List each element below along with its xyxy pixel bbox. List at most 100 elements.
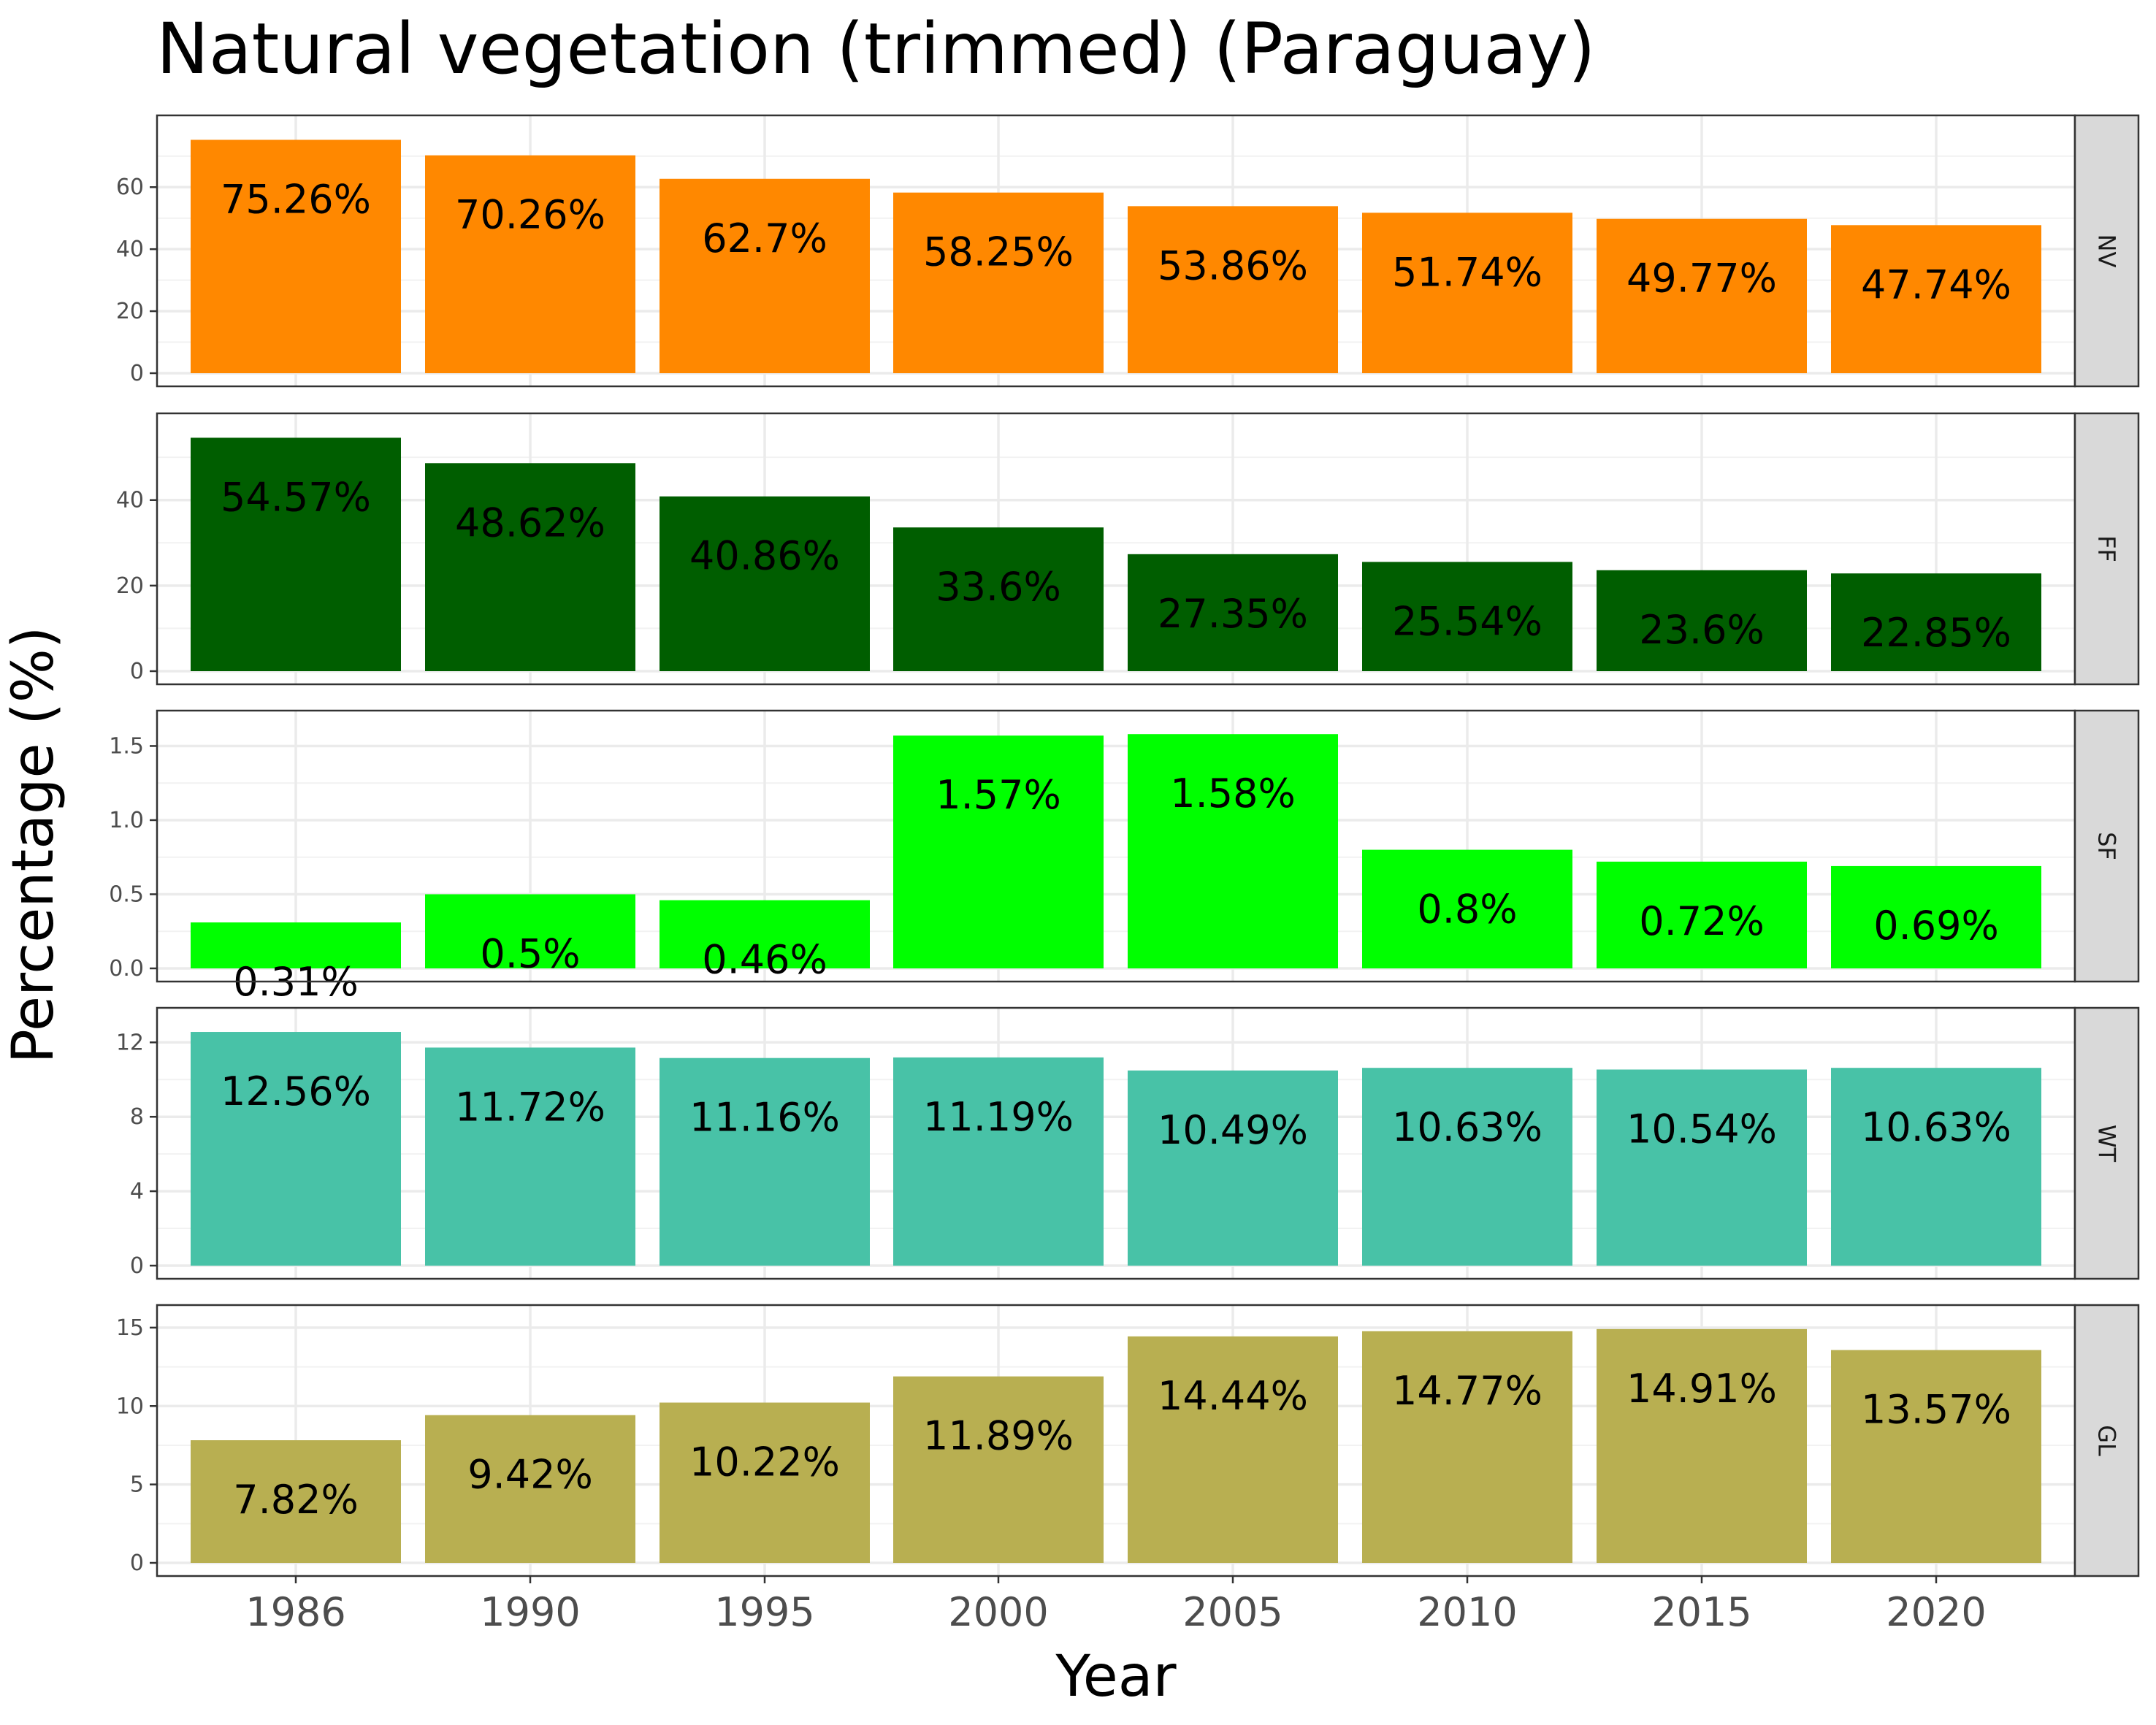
x-tick-label: 2005 bbox=[1182, 1589, 1282, 1635]
data-label: 10.54% bbox=[1626, 1106, 1777, 1152]
data-label: 14.77% bbox=[1392, 1368, 1543, 1414]
bar-nv-2015 bbox=[1597, 218, 1807, 373]
y-tick-label: 10 bbox=[116, 1393, 144, 1419]
bar-nv-2020 bbox=[1831, 225, 2041, 373]
data-label: 25.54% bbox=[1392, 598, 1543, 644]
x-tick-label: 1995 bbox=[714, 1589, 814, 1635]
facet-strip bbox=[2073, 1304, 2140, 1577]
data-label: 1.57% bbox=[936, 772, 1061, 818]
bar-nv-2010 bbox=[1362, 213, 1572, 373]
y-tick-label: 0 bbox=[130, 361, 144, 386]
data-label: 40.86% bbox=[689, 533, 840, 579]
data-label: 0.72% bbox=[1639, 898, 1765, 944]
bar-nv-2000 bbox=[893, 192, 1104, 373]
bar-wt-2015 bbox=[1597, 1069, 1807, 1266]
bar-wt-1995 bbox=[660, 1057, 870, 1266]
facet-strip bbox=[2073, 412, 2140, 686]
facet-strip bbox=[2073, 1006, 2140, 1280]
data-label: 47.74% bbox=[1861, 261, 2011, 307]
bar-sf-1986 bbox=[191, 922, 401, 968]
bar-nv-1995 bbox=[660, 178, 870, 373]
y-tick-label: 5 bbox=[130, 1472, 144, 1498]
x-axis-title: Year bbox=[1055, 1644, 1177, 1710]
bar-ff-1986 bbox=[191, 437, 401, 671]
data-label: 10.49% bbox=[1158, 1107, 1308, 1153]
data-label: 13.57% bbox=[1861, 1387, 2011, 1433]
facet-strip-label: NV bbox=[2093, 234, 2121, 268]
data-label: 11.19% bbox=[923, 1094, 1074, 1140]
y-tick-label: 60 bbox=[116, 175, 144, 200]
bar-wt-2010 bbox=[1362, 1068, 1572, 1266]
data-label: 58.25% bbox=[923, 229, 1074, 275]
y-tick-label: 0 bbox=[130, 1550, 144, 1576]
data-label: 14.91% bbox=[1626, 1366, 1777, 1412]
data-label: 23.6% bbox=[1639, 607, 1765, 653]
y-tick-label: 4 bbox=[130, 1179, 144, 1204]
bar-ff-2010 bbox=[1362, 562, 1572, 671]
bar-wt-2000 bbox=[893, 1057, 1104, 1266]
bar-gl-2020 bbox=[1831, 1350, 2041, 1563]
x-tick-label: 2015 bbox=[1651, 1589, 1751, 1635]
data-label: 7.82% bbox=[233, 1477, 359, 1523]
y-tick-label: 8 bbox=[130, 1104, 144, 1130]
bar-nv-2005 bbox=[1128, 206, 1338, 373]
bar-sf-2015 bbox=[1597, 861, 1807, 968]
y-tick-label: 1.5 bbox=[109, 733, 144, 759]
facet-strip-label: SF bbox=[2093, 832, 2121, 860]
data-label: 12.56% bbox=[221, 1068, 371, 1114]
y-tick-label: 15 bbox=[116, 1315, 144, 1341]
data-label: 10.63% bbox=[1861, 1104, 2011, 1150]
x-tick-label: 2000 bbox=[948, 1589, 1048, 1635]
bar-wt-2005 bbox=[1128, 1070, 1338, 1266]
data-label: 1.58% bbox=[1170, 770, 1296, 816]
bar-ff-1995 bbox=[660, 496, 870, 671]
data-label: 9.42% bbox=[467, 1452, 593, 1498]
bar-sf-1990 bbox=[425, 894, 635, 968]
x-tick-label: 2010 bbox=[1417, 1589, 1517, 1635]
bar-sf-2010 bbox=[1362, 849, 1572, 968]
y-tick-label: 0.0 bbox=[109, 956, 144, 982]
bar-nv-1986 bbox=[191, 139, 401, 373]
data-label: 48.62% bbox=[455, 500, 605, 546]
y-tick-label: 40 bbox=[116, 237, 144, 262]
data-label: 22.85% bbox=[1861, 610, 2011, 656]
data-label: 51.74% bbox=[1392, 249, 1543, 295]
facet-strip-label: FF bbox=[2093, 535, 2121, 562]
bar-wt-1990 bbox=[425, 1047, 635, 1266]
data-label: 11.72% bbox=[455, 1084, 605, 1130]
facet-strip-label: WT bbox=[2093, 1125, 2121, 1163]
bar-sf-2020 bbox=[1831, 865, 2041, 968]
y-tick-label: 0 bbox=[130, 659, 144, 684]
y-tick-label: 12 bbox=[116, 1030, 144, 1055]
bar-sf-2000 bbox=[893, 735, 1104, 968]
x-tick-label: 2020 bbox=[1886, 1589, 1986, 1635]
bar-ff-2015 bbox=[1597, 570, 1807, 671]
y-tick-label: 20 bbox=[116, 299, 144, 324]
bar-ff-2000 bbox=[893, 527, 1104, 671]
bar-gl-2005 bbox=[1128, 1336, 1338, 1563]
x-tick-label: 1990 bbox=[480, 1589, 580, 1635]
y-tick-label: 0 bbox=[130, 1253, 144, 1279]
facet-strip-label: GL bbox=[2093, 1425, 2121, 1456]
bar-gl-2015 bbox=[1597, 1328, 1807, 1563]
y-tick-label: 40 bbox=[116, 488, 144, 513]
x-tick-label: 1986 bbox=[245, 1589, 345, 1635]
y-axis-title: Percentage (%) bbox=[1, 627, 66, 1064]
facet-strip bbox=[2073, 709, 2140, 983]
y-tick-label: 20 bbox=[116, 573, 144, 599]
data-label: 70.26% bbox=[455, 192, 605, 238]
bar-gl-2000 bbox=[893, 1376, 1104, 1563]
data-label: 11.89% bbox=[923, 1413, 1074, 1459]
data-label: 11.16% bbox=[689, 1095, 840, 1141]
data-label: 33.6% bbox=[936, 564, 1061, 610]
bar-ff-2005 bbox=[1128, 554, 1338, 671]
data-label: 75.26% bbox=[221, 176, 371, 222]
data-label: 27.35% bbox=[1158, 591, 1308, 637]
chart-title: Natural vegetation (trimmed) (Paraguay) bbox=[156, 8, 1596, 90]
bar-gl-1990 bbox=[425, 1415, 635, 1563]
bar-nv-1990 bbox=[425, 155, 635, 373]
data-label: 54.57% bbox=[221, 474, 371, 520]
data-label: 62.7% bbox=[702, 215, 827, 261]
data-label: 49.77% bbox=[1626, 256, 1777, 302]
